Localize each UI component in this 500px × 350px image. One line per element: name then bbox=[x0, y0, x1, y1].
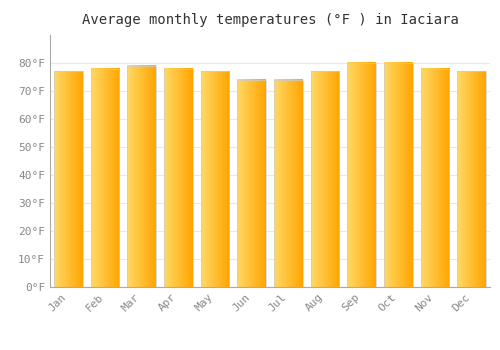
Bar bbox=[310, 71, 340, 287]
Bar bbox=[384, 63, 412, 287]
Bar bbox=[200, 71, 230, 287]
Bar bbox=[274, 80, 302, 287]
Bar bbox=[348, 63, 376, 287]
Bar bbox=[458, 71, 486, 287]
Bar bbox=[90, 69, 120, 287]
Bar bbox=[164, 69, 192, 287]
Bar bbox=[54, 71, 82, 287]
Title: Average monthly temperatures (°F ) in Iaciara: Average monthly temperatures (°F ) in Ia… bbox=[82, 13, 458, 27]
Bar bbox=[238, 80, 266, 287]
Bar bbox=[128, 66, 156, 287]
Bar bbox=[420, 69, 450, 287]
